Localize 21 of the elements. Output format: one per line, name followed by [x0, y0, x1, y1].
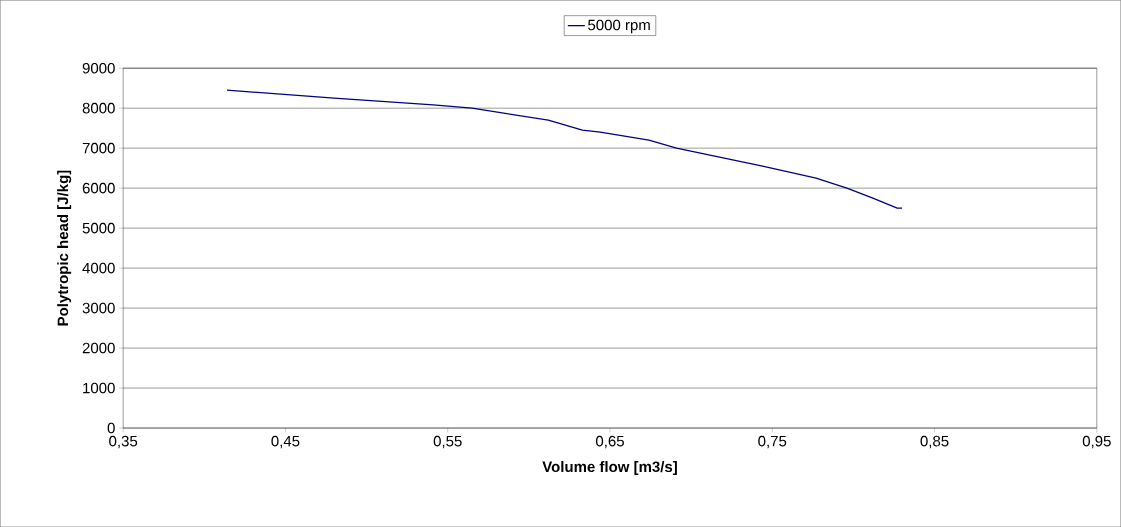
y-tick-label: 6000: [82, 182, 115, 194]
x-tick-label: 0,45: [271, 435, 300, 449]
x-tick-label: 0,95: [1082, 435, 1111, 449]
x-tick-label: 0,55: [433, 435, 462, 449]
y-tick-label: 5000: [82, 222, 115, 234]
line-series: [226, 89, 903, 209]
y-tick-label: 9000: [82, 62, 115, 74]
y-tick-label: 3000: [82, 302, 115, 314]
y-tick-label: 8000: [82, 102, 115, 114]
y-tick-label: 7000: [82, 142, 115, 154]
x-tick-label: 0,35: [109, 435, 138, 449]
y-tick-label: 1000: [83, 382, 115, 394]
y-tick-label: 2000: [82, 342, 115, 354]
x-tick-label: 0,65: [595, 435, 624, 449]
y-tick-label: 4000: [82, 262, 115, 274]
y-axis-title: Polytropic head [J/kg]: [57, 170, 72, 326]
x-tick-label: 0,75: [758, 435, 787, 449]
x-tick-label: 0,85: [920, 435, 949, 449]
legend-label: 5000 rpm: [588, 19, 650, 34]
x-axis-title: Volume flow [m3/s]: [542, 460, 677, 475]
y-tick-label: 0: [107, 422, 115, 434]
